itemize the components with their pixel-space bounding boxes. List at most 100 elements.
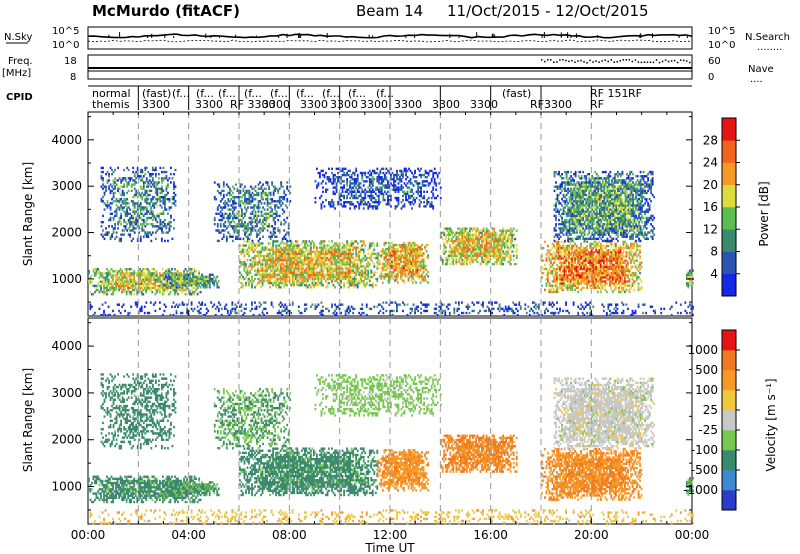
power-cell [113, 194, 115, 196]
power-cell [571, 270, 573, 272]
power-cell [406, 254, 408, 256]
power-cell [170, 181, 172, 183]
power-cell [638, 270, 640, 272]
power-cell [158, 181, 160, 183]
power-cell [152, 223, 154, 225]
power-cell [331, 246, 333, 248]
power-cell [502, 232, 504, 234]
power-cell [340, 280, 342, 282]
power-cell [147, 223, 149, 225]
power-cell [373, 274, 375, 276]
power-cell [132, 229, 134, 231]
power-cell [169, 227, 171, 229]
power-cell [120, 240, 122, 242]
power-cell [549, 251, 551, 253]
nsky-tick-bottom: 10^0 [52, 40, 79, 51]
power-cell [250, 271, 252, 273]
power-cell [161, 192, 163, 194]
power-cell [158, 217, 160, 219]
power-cell [424, 277, 426, 279]
power-cell [247, 269, 249, 271]
power-cell [366, 284, 368, 286]
power-cell [133, 289, 135, 291]
power-cell [553, 245, 555, 247]
power-cell [242, 284, 244, 286]
power-cell [615, 287, 617, 289]
power-cell [358, 267, 360, 269]
power-cell [623, 266, 625, 268]
power-cell [117, 167, 119, 169]
power-cell [570, 282, 572, 284]
power-cell [174, 284, 176, 286]
power-cell [247, 249, 249, 251]
power-cell [585, 272, 587, 274]
power-cell [516, 257, 518, 259]
power-cell [639, 255, 641, 257]
power-cell [164, 291, 166, 293]
power-cell [327, 263, 329, 265]
power-cell [558, 253, 560, 255]
power-cell [562, 289, 564, 291]
power-cell [412, 277, 414, 279]
power-cell [385, 242, 387, 244]
power-cell [168, 280, 170, 282]
power-cell [370, 269, 372, 271]
power-cell [158, 173, 160, 175]
power-cell [547, 274, 549, 276]
power-cell [220, 200, 222, 202]
power-cell [154, 283, 156, 285]
power-cell [423, 259, 425, 261]
power-cell [511, 240, 513, 242]
power-cell [218, 286, 220, 288]
power-cell [577, 280, 579, 282]
power-cell [167, 213, 169, 215]
power-cell [298, 263, 300, 265]
power-cell [336, 263, 338, 265]
power-cell [194, 293, 196, 295]
power-cell [216, 276, 218, 278]
power-cell [150, 233, 152, 235]
power-cell [129, 225, 131, 227]
power-cell [104, 202, 106, 204]
power-cell [577, 270, 579, 272]
power-cell [135, 171, 137, 173]
power-cell [372, 284, 374, 286]
power-cell [134, 179, 136, 181]
power-cell [367, 276, 369, 278]
power-cell [310, 253, 312, 255]
power-cell [214, 217, 216, 219]
power-cell [143, 229, 145, 231]
power-cell [155, 231, 157, 233]
power-cell [230, 190, 232, 192]
power-cell [110, 219, 112, 221]
power-cell [215, 278, 217, 280]
power-cell [197, 287, 199, 289]
power-cell [119, 208, 121, 210]
power-cell [111, 169, 113, 171]
power-cell [117, 227, 119, 229]
power-cell [152, 179, 154, 181]
power-cell [123, 283, 125, 285]
cpid-program-label: 3300 [142, 98, 170, 111]
cpid-program-label: 3300 [470, 98, 498, 111]
power-cell [131, 190, 133, 192]
power-cell [603, 257, 605, 259]
power-cell [627, 264, 629, 266]
power-cell [260, 286, 262, 288]
power-cell [601, 249, 603, 251]
power-cell [145, 289, 147, 291]
power-cell [621, 276, 623, 278]
power-cell [595, 241, 597, 243]
power-cell [161, 188, 163, 190]
power-cell [97, 283, 99, 285]
power-cell [417, 263, 419, 265]
power-cell [636, 268, 638, 270]
power-cell [114, 185, 116, 187]
power-cell [108, 175, 110, 177]
power-cell [227, 219, 229, 221]
power-cell [140, 211, 142, 213]
power-cell [251, 276, 253, 278]
power-cell [274, 276, 276, 278]
power-cell [166, 188, 168, 190]
power-cell [226, 202, 228, 204]
